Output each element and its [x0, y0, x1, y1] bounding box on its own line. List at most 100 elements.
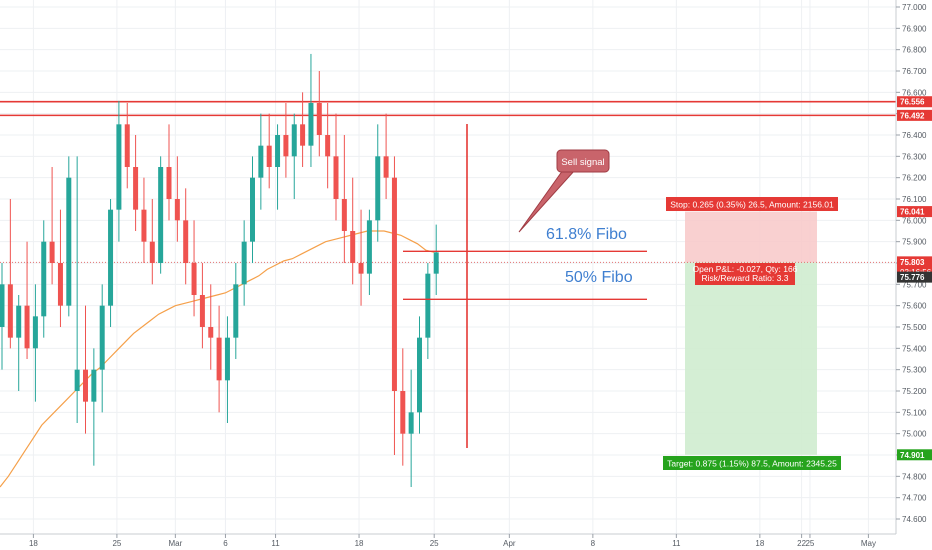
candle-body: [224, 337, 230, 381]
candle-body: [233, 284, 239, 338]
candle-body: [283, 135, 289, 157]
candle-body: [425, 273, 431, 338]
candle-body: [325, 135, 331, 157]
price-tick-label: 75.400: [902, 344, 927, 353]
sell-signal-label: Sell signal: [561, 157, 604, 168]
price-tick-label: 74.800: [902, 472, 927, 481]
risk-zone: [685, 211, 817, 263]
candle-body: [341, 199, 347, 231]
price-tag-76492: 76.492: [900, 111, 925, 120]
price-tick-label: 76.900: [902, 24, 927, 33]
candle-body: [24, 305, 30, 349]
price-tick-label: 74.700: [902, 494, 927, 503]
time-tick-label: 6: [223, 539, 228, 548]
fibo-618-label: 61.8% Fibo: [546, 226, 627, 243]
time-tick-label: 25: [430, 539, 439, 548]
price-tick-label: 76.600: [902, 88, 927, 97]
ma-price-tag: 75.776: [900, 273, 925, 282]
price-tick-label: 77.000: [902, 3, 927, 12]
price-tag-stop-box: [897, 206, 932, 218]
candle-body: [7, 284, 13, 338]
price-tick-label: 76.000: [902, 216, 927, 225]
candle-body: [32, 316, 38, 349]
sell-signal-box: [556, 149, 610, 173]
candle-body: [83, 369, 88, 402]
candle-body: [49, 241, 55, 263]
candle-body: [308, 103, 314, 146]
price-tag-target: 74.901: [900, 451, 925, 460]
price-tag-76556: 76.556: [900, 98, 925, 107]
time-tick-label: 11: [672, 539, 681, 548]
time-tick-label: 18: [755, 539, 764, 548]
price-tag-76556-box: [897, 96, 932, 108]
candle-body: [57, 263, 63, 306]
candle-body: [149, 241, 155, 263]
candle-body: [16, 305, 22, 338]
candle-body: [158, 167, 164, 263]
candle-body: [133, 167, 139, 210]
risk-reward-text: Risk/Reward Ratio: 3.3: [702, 273, 789, 283]
candle-body: [116, 124, 122, 210]
candle-body: [199, 295, 205, 327]
price-tick-label: 75.300: [902, 366, 927, 375]
price-tick-label: 76.400: [902, 131, 927, 140]
candle-body: [358, 263, 364, 274]
time-tick-label: 18: [355, 539, 364, 548]
price-tag-stop: 76.041: [900, 208, 925, 217]
price-tick-label: 75.700: [902, 280, 927, 289]
candle-body: [41, 241, 47, 317]
candle-body: [91, 369, 97, 402]
price-tick-label: 75.600: [902, 302, 927, 311]
candle-body: [333, 156, 339, 199]
candle-body: [166, 167, 172, 199]
reward-zone: [685, 262, 817, 455]
candle-body: [99, 305, 105, 370]
candle-body: [174, 199, 180, 221]
candle-body: [0, 284, 5, 327]
candle-body: [383, 156, 389, 178]
candle-body: [250, 177, 255, 242]
candle-body: [216, 337, 222, 381]
price-tick-label: 75.100: [902, 408, 927, 417]
candle-body: [391, 177, 397, 391]
candle-body: [258, 145, 264, 178]
time-axis-background: [0, 534, 932, 550]
stop-label-box: [666, 197, 838, 211]
time-tick-label: Apr: [503, 539, 516, 548]
candle-body: [208, 327, 214, 338]
target-label-box: [663, 456, 841, 470]
candle-body: [66, 177, 72, 306]
stop-label-text: Stop: 0.265 (0.35%) 26.5, Amount: 2156.0…: [670, 200, 834, 210]
price-tick-label: 76.200: [902, 174, 927, 183]
price-tick-label: 74.600: [902, 515, 927, 524]
moving-average-line: [0, 230, 435, 488]
pnl-label-text: Open P&L: -0.027, Qty: 166: [693, 264, 798, 274]
time-tick-label: 22: [797, 539, 806, 548]
candle-body: [400, 391, 406, 434]
time-tick-label: 25: [112, 539, 121, 548]
candle-body: [375, 156, 381, 221]
price-tick-label: 75.900: [902, 238, 927, 247]
candle-body: [141, 209, 147, 242]
price-tick-label: 76.800: [902, 46, 927, 55]
price-tick-label: 75.200: [902, 387, 927, 396]
candle-body: [408, 412, 414, 434]
price-tick-label: 76.100: [902, 195, 927, 204]
candle-body: [291, 124, 297, 157]
target-label-text: Target: 0.875 (1.15%) 87.5, Amount: 2345…: [667, 459, 837, 469]
candle-body: [350, 231, 356, 263]
price-tag-76492-box: [897, 109, 932, 121]
candle-body: [241, 241, 247, 285]
price-tick-label: 75.000: [902, 430, 927, 439]
candle-body: [74, 369, 80, 391]
fibo-50-label: 50% Fibo: [565, 269, 633, 286]
time-tick-label: May: [861, 539, 876, 548]
price-tick-label: 76.300: [902, 152, 927, 161]
pnl-label-box: [695, 263, 795, 285]
candle-body: [433, 252, 439, 274]
candle-body: [366, 220, 372, 274]
candle-body: [183, 220, 189, 263]
candle-body: [266, 145, 272, 167]
time-tick-label: 18: [29, 539, 38, 548]
